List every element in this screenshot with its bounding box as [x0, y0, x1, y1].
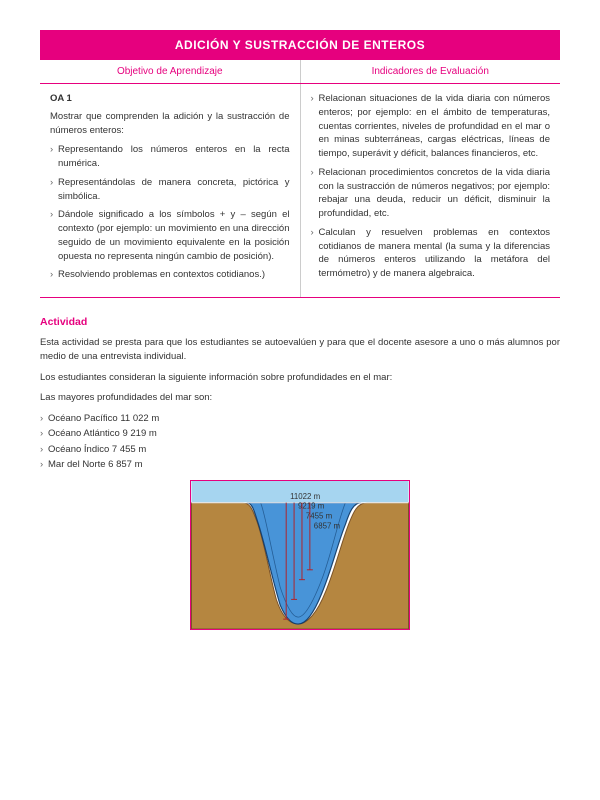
oa-bullet: Dándole significado a los símbolos + y –…	[50, 208, 290, 263]
ocean-item: Océano Pacífico 11 022 m	[40, 411, 560, 426]
indicators-cell: Relacionan situaciones de la vida diaria…	[301, 84, 561, 297]
ocean-item: Mar del Norte 6 857 m	[40, 457, 560, 472]
oa-label: OA 1	[50, 92, 290, 106]
activity-paragraph: Los estudiantes consideran la siguiente …	[40, 371, 560, 385]
diagram-wrap: 11022 m9219 m7455 m6857 m	[40, 480, 560, 633]
sea-depth-diagram: 11022 m9219 m7455 m6857 m	[190, 480, 410, 630]
oa-intro: Mostrar que comprenden la adición y la s…	[50, 110, 290, 138]
header-indicators: Indicadores de Evaluación	[301, 60, 561, 83]
activity-paragraph: Las mayores profundidades del mar son:	[40, 391, 560, 405]
ocean-item: Océano Atlántico 9 219 m	[40, 426, 560, 441]
page-title: ADICIÓN Y SUSTRACCIÓN DE ENTEROS	[40, 30, 560, 60]
svg-text:6857 m: 6857 m	[314, 521, 341, 530]
oa-bullet: Representando los números enteros en la …	[50, 143, 290, 171]
header-objective: Objetivo de Aprendizaje	[40, 60, 301, 83]
svg-text:11022 m: 11022 m	[290, 492, 321, 501]
activity-paragraph: Esta actividad se presta para que los es…	[40, 336, 560, 365]
activity-heading: Actividad	[40, 316, 560, 328]
objective-cell: OA 1 Mostrar que comprenden la adición y…	[40, 84, 301, 297]
ocean-item: Océano Índico 7 455 m	[40, 442, 560, 457]
oa-bullet: Representándolas de manera concreta, pic…	[50, 176, 290, 204]
indicator-bullet: Relacionan situaciones de la vida diaria…	[311, 92, 551, 161]
indicator-bullet: Relacionan procedimientos concretos de l…	[311, 166, 551, 221]
headers-row: Objetivo de Aprendizaje Indicadores de E…	[40, 60, 560, 84]
content-row: OA 1 Mostrar que comprenden la adición y…	[40, 84, 560, 298]
oa-bullet: Resolviendo problemas en contextos cotid…	[50, 268, 290, 282]
indicator-bullet: Calculan y resuelven problemas en contex…	[311, 226, 551, 281]
